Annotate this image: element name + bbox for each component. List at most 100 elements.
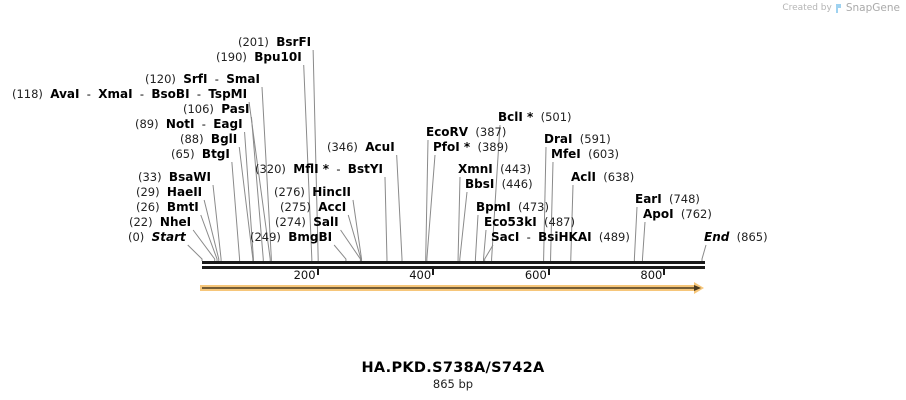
enzyme-name[interactable]: XmaI — [98, 87, 133, 101]
site-label-eari[interactable]: EarI (748) — [635, 192, 700, 206]
site-label-pasi[interactable]: (106) PasI — [183, 102, 249, 116]
site-label-bmgbi[interactable]: (249) BmgBI — [250, 230, 332, 244]
cut-line-bpmi — [474, 214, 479, 261]
site-enzyme-names: Eco53kI — [484, 215, 537, 229]
site-position: (106) — [183, 102, 214, 116]
enzyme-name[interactable]: Bpu10I — [254, 50, 302, 64]
enzyme-name[interactable]: BsrFI — [276, 35, 312, 49]
site-position: (0) — [128, 230, 145, 244]
ruler-tick-label: 800 — [640, 268, 663, 282]
site-position: (274) — [275, 215, 306, 229]
enzyme-name[interactable]: ApoI — [643, 207, 674, 221]
site-position: (118) — [12, 87, 43, 101]
cut-line-bbsi — [459, 191, 468, 261]
site-position: (275) — [280, 200, 311, 214]
enzyme-name[interactable]: Start — [151, 230, 186, 244]
site-label-haeii[interactable]: (29) HaeII — [136, 185, 202, 199]
site-label-pfoi[interactable]: PfoI * (389) — [433, 140, 508, 154]
enzyme-name[interactable]: NheI — [159, 215, 192, 229]
site-enzyme-names: SalI — [313, 215, 338, 229]
enzyme-name[interactable]: SmaI — [226, 72, 260, 86]
site-label-bgli[interactable]: (88) BglI — [180, 132, 237, 146]
site-label-bmti[interactable]: (26) BmtI — [136, 200, 199, 214]
enzyme-name[interactable]: MfeI — [551, 147, 581, 161]
site-label-bsrfi[interactable]: (201) BsrFI — [238, 35, 311, 49]
site-label-drai[interactable]: DraI (591) — [544, 132, 611, 146]
site-label-bpmi[interactable]: BpmI (473) — [476, 200, 549, 214]
enzyme-name[interactable]: BmgBI — [288, 230, 333, 244]
enzyme-name[interactable]: BbsI — [465, 177, 495, 191]
site-label-xmni[interactable]: XmnI (443) — [458, 162, 531, 176]
enzyme-name[interactable]: DraI — [544, 132, 573, 146]
site-label-mfei[interactable]: MfeI (603) — [551, 147, 619, 161]
sequence-bar-bottom — [202, 266, 705, 269]
site-label-acli[interactable]: AclI (638) — [571, 170, 634, 184]
site-enzyme-names: MflI * - BstYI — [293, 162, 383, 176]
site-label-end[interactable]: End (865) — [704, 230, 768, 244]
site-label-noti-eagi[interactable]: (89) NotI - EagI — [135, 117, 243, 131]
enzyme-name[interactable]: HaeII — [166, 185, 203, 199]
site-position: (865) — [736, 230, 768, 244]
enzyme-name[interactable]: EagI — [213, 117, 243, 131]
cut-line-bmti — [200, 214, 218, 261]
site-label-bpu10i[interactable]: (190) Bpu10I — [216, 50, 302, 64]
enzyme-name[interactable]: EarI — [635, 192, 662, 206]
site-label-bsawi[interactable]: (33) BsaWI — [138, 170, 211, 184]
enzyme-name[interactable]: End — [704, 230, 730, 244]
enzyme-name[interactable]: BsaWI — [168, 170, 212, 184]
enzyme-name[interactable]: PasI — [221, 102, 250, 116]
site-label-bbsi[interactable]: BbsI (446) — [465, 177, 533, 191]
site-label-eco53ki[interactable]: Eco53kI (487) — [484, 215, 575, 229]
enzyme-name[interactable]: BclI * — [498, 110, 534, 124]
enzyme-name[interactable]: BstYI — [347, 162, 383, 176]
cut-line-eco53ki — [483, 229, 487, 261]
enzyme-name[interactable]: AccI — [318, 200, 347, 214]
site-label-srfi-smai[interactable]: (120) SrfI - SmaI — [145, 72, 260, 86]
site-label-apoi[interactable]: ApoI (762) — [643, 207, 712, 221]
enzyme-name[interactable]: HincII — [312, 185, 351, 199]
enzyme-name[interactable]: AvaI — [50, 87, 80, 101]
site-label-btgi[interactable]: (65) BtgI — [171, 147, 230, 161]
site-label-start[interactable]: (0) Start — [128, 230, 186, 244]
site-position: (762) — [680, 207, 712, 221]
site-position: (446) — [501, 177, 533, 191]
cut-line-mfli-bstyi — [384, 176, 388, 261]
enzyme-name[interactable]: AclI — [571, 170, 596, 184]
site-label-nhei[interactable]: (22) NheI — [129, 215, 191, 229]
ruler-tick-label: 600 — [524, 268, 547, 282]
enzyme-name[interactable]: EcoRV — [426, 125, 469, 139]
site-label-avai-xmai-bsobi-tspmi[interactable]: (118) AvaI - XmaI - BsoBI - TspMI — [12, 87, 247, 101]
enzyme-name[interactable]: PfoI * — [433, 140, 471, 154]
cut-line-acli — [570, 184, 574, 261]
site-position: (320) — [255, 162, 286, 176]
site-position: (748) — [669, 192, 700, 206]
enzyme-name[interactable]: XmnI — [458, 162, 493, 176]
enzyme-name[interactable]: BsiHKAI — [538, 230, 592, 244]
site-label-sali[interactable]: (274) SalI — [275, 215, 339, 229]
enzyme-name[interactable]: NotI — [165, 117, 195, 131]
enzyme-name[interactable]: SalI — [313, 215, 339, 229]
site-label-acui[interactable]: (346) AcuI — [327, 140, 395, 154]
enzyme-name[interactable]: Eco53kI — [484, 215, 537, 229]
enzyme-name[interactable]: SrfI — [183, 72, 208, 86]
site-enzyme-names: HincII — [312, 185, 351, 199]
cut-line-ecorv — [425, 139, 429, 261]
site-label-acci[interactable]: (275) AccI — [280, 200, 346, 214]
site-label-bcli[interactable]: BclI * (501) — [498, 110, 572, 124]
enzyme-name[interactable]: BpmI — [476, 200, 511, 214]
enzyme-name[interactable]: BmtI — [166, 200, 199, 214]
enzyme-name[interactable]: TspMI — [208, 87, 248, 101]
enzyme-name[interactable]: BsoBI — [151, 87, 190, 101]
enzyme-name[interactable]: MflI * — [293, 162, 330, 176]
enzyme-name[interactable]: BtgI — [201, 147, 230, 161]
site-label-mfli-bstyi[interactable]: (320) MflI * - BstYI — [255, 162, 383, 176]
enzyme-name[interactable]: AcuI — [365, 140, 395, 154]
forward-feature-arrow[interactable] — [198, 281, 710, 295]
site-position: (33) — [138, 170, 162, 184]
site-label-saci-bsihkai[interactable]: SacI - BsiHKAI (489) — [491, 230, 630, 244]
site-label-ecorv[interactable]: EcoRV (387) — [426, 125, 506, 139]
site-label-hincii[interactable]: (276) HincII — [274, 185, 351, 199]
enzyme-name[interactable]: BglI — [210, 132, 238, 146]
enzyme-name[interactable]: SacI — [491, 230, 520, 244]
